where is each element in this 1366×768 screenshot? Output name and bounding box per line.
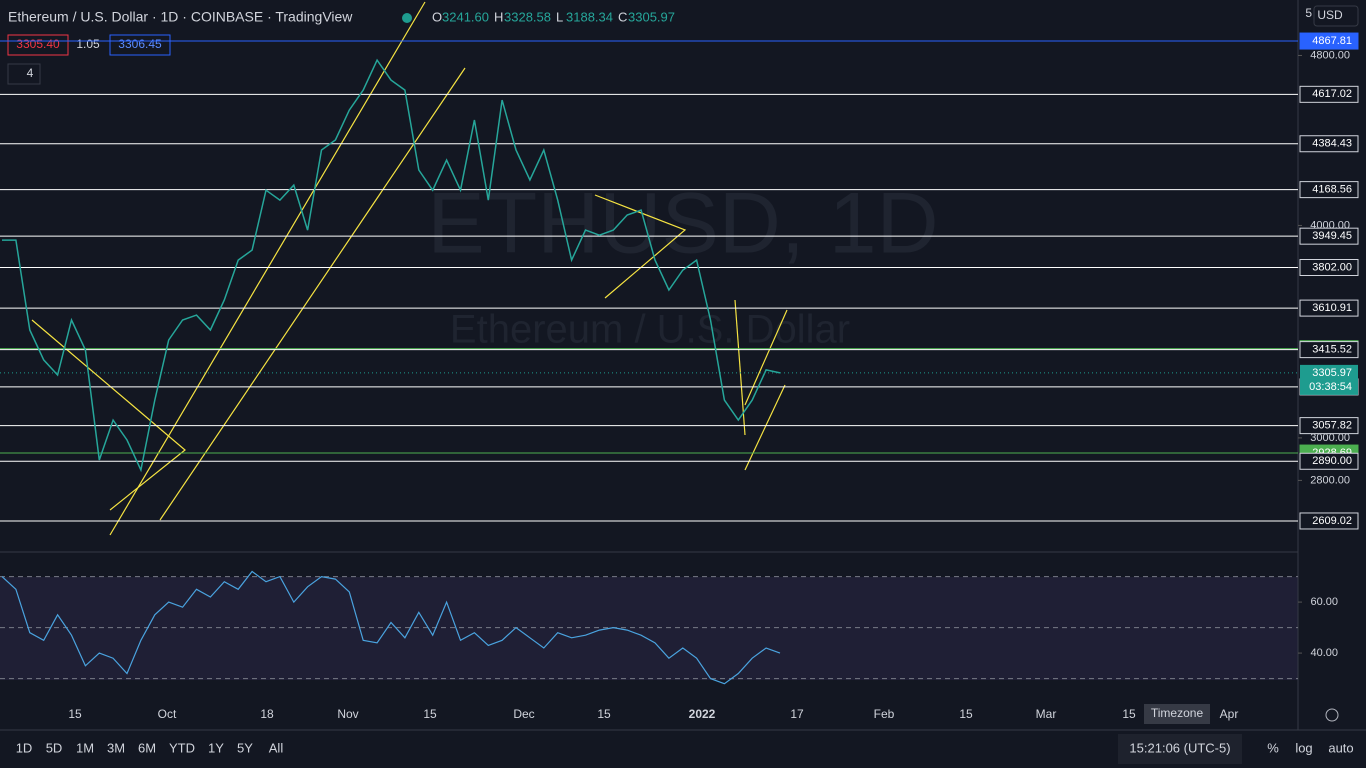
x-tick-label: Mar (1036, 707, 1057, 721)
log-toggle[interactable]: log (1295, 740, 1312, 755)
ask-box[interactable] (109, 34, 171, 56)
rsi-tick-label: 60.00 (1310, 596, 1338, 608)
range-button[interactable]: 1D (16, 740, 33, 755)
level-label-box (1299, 512, 1359, 530)
range-button[interactable]: 5Y (237, 740, 253, 755)
ohlc-value: 3241.60 (442, 9, 489, 24)
x-tick-label: 15 (1122, 707, 1136, 721)
bid: 3305.40 (16, 37, 60, 51)
range-button[interactable]: 1Y (208, 740, 224, 755)
ohlc-key: L (556, 9, 563, 24)
x-tick-label: 17 (790, 707, 804, 721)
range-button[interactable]: 1M (76, 740, 94, 755)
x-tick-label: Nov (337, 707, 358, 721)
range-button[interactable]: 6M (138, 740, 156, 755)
level-label-box (1299, 135, 1359, 153)
top-right: 5 (1305, 6, 1312, 20)
x-tick-label: Apr (1220, 707, 1239, 721)
x-tick-label: 15 (68, 707, 82, 721)
tooltip-box (1144, 704, 1210, 724)
x-tick-label: Oct (158, 707, 177, 721)
level-label-box (1299, 85, 1359, 103)
ohlc-value: 3328.58 (504, 9, 551, 24)
x-tick-label: Feb (874, 707, 895, 721)
level-label: 2890.00 (1312, 455, 1352, 467)
level-label: 3949.45 (1312, 230, 1352, 242)
last-price-box (1300, 364, 1358, 395)
level-label-box (1299, 299, 1359, 317)
symbol-title: Ethereum / U.S. Dollar · 1D · COINBASE ·… (8, 9, 353, 25)
ohlc-key: O (432, 9, 442, 24)
level-label-box (1299, 417, 1359, 435)
watermark-ticker: ETHUSD, 1D (427, 176, 938, 272)
range-button[interactable]: 3M (107, 740, 125, 755)
level-label: 3057.82 (1312, 420, 1352, 432)
range-button[interactable]: YTD (169, 740, 195, 755)
rsi-band (0, 577, 1298, 680)
spread: 1.05 (76, 37, 100, 51)
x-tick-label: 15 (597, 707, 611, 721)
y-tick-label: 3000.00 (1310, 432, 1350, 444)
x-tick-label: 2022 (689, 707, 716, 721)
bid-box[interactable] (7, 34, 69, 56)
level-label: 3610.91 (1312, 302, 1352, 314)
ohlc-key: H (494, 9, 503, 24)
level-label-box (1299, 32, 1359, 50)
indicators-toggle[interactable] (7, 63, 41, 85)
countdown: 03:38:54 (1309, 381, 1352, 393)
ohlc-value: 3188.34 (566, 9, 613, 24)
watermark-name: Ethereum / U.S. Dollar (450, 308, 850, 352)
level-label: 3415.52 (1312, 344, 1352, 356)
price-line (2, 58, 781, 473)
x-tick-label: 18 (260, 707, 274, 721)
range-button[interactable]: 5D (46, 740, 63, 755)
tooltip: Timezone (1151, 706, 1204, 720)
x-tick-label: Dec (513, 707, 534, 721)
level-label-box (1299, 452, 1359, 470)
level-label: 2609.02 (1312, 515, 1352, 527)
auto-toggle[interactable]: auto (1328, 740, 1353, 755)
y-tick-label: 4800.00 (1310, 49, 1350, 61)
range-button[interactable]: All (269, 740, 284, 755)
currency-select[interactable] (1313, 5, 1359, 27)
status-dot (402, 13, 412, 23)
level-label-box (1299, 227, 1359, 245)
x-tick-label: 15 (423, 707, 437, 721)
ohlc-key: C (618, 9, 627, 24)
rsi-line (1, 570, 781, 685)
clock-box (1118, 734, 1242, 764)
last-price: 3305.97 (1312, 367, 1352, 379)
y-tick-label: 2800.00 (1310, 474, 1350, 486)
rsi-tick-label: 40.00 (1310, 647, 1338, 659)
level-label: 4384.43 (1312, 138, 1352, 150)
settings-icon[interactable] (1325, 708, 1339, 722)
level-label: 4168.56 (1312, 184, 1352, 196)
level-label-box (1299, 181, 1359, 199)
percent-toggle[interactable]: % (1267, 740, 1279, 755)
clock[interactable]: 15:21:06 (UTC-5) (1129, 740, 1230, 755)
level-label: 4867.81 (1312, 35, 1352, 47)
level-label: 3802.00 (1312, 261, 1352, 273)
level-label-box (1299, 341, 1359, 359)
currency: USD (1317, 8, 1343, 22)
x-tick-label: 15 (959, 707, 973, 721)
level-label-box (1299, 259, 1359, 277)
level-label: 4617.02 (1312, 88, 1352, 100)
ohlc-value: 3305.97 (628, 9, 675, 24)
indicators-count: 4 (27, 66, 34, 80)
ask: 3306.45 (118, 37, 162, 51)
